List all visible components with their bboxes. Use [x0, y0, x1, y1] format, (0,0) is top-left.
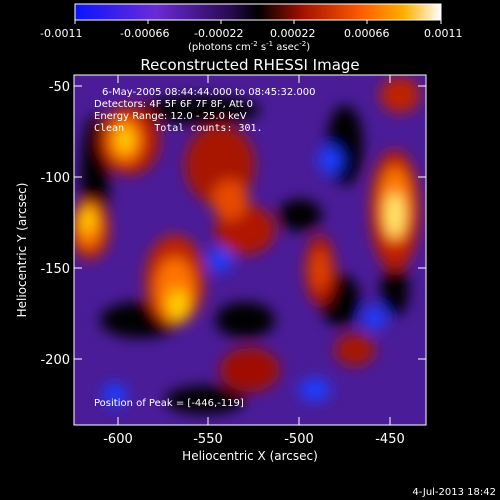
- y-tick-label: -200: [40, 353, 70, 368]
- axis-ticks: [74, 75, 426, 425]
- x-tick-label: -500: [284, 432, 314, 447]
- x-tick-label: -600: [103, 432, 133, 447]
- colorbar-ticks: [74, 20, 442, 24]
- timestamp: 4-Jul-2013 18:42: [412, 487, 496, 498]
- y-tick-label: -150: [40, 262, 70, 277]
- colorbar-gradient: [74, 3, 442, 21]
- y-tick-label: -50: [49, 80, 70, 95]
- y-tick-label: -100: [40, 171, 70, 186]
- colorbar-tick-label: -0.0011: [40, 27, 82, 40]
- colorbar: -0.0011 -0.00066 -0.00022 0.00022 0.0006…: [40, 3, 463, 53]
- plot-frame: [73, 74, 427, 426]
- colorbar-unit-label: (photons cm-2 s-1 asec-2): [188, 40, 310, 53]
- colorbar-tick-label: 0.00022: [270, 27, 316, 40]
- x-tick-label: -450: [375, 432, 405, 447]
- colorbar-tick-label: 0.00066: [344, 27, 390, 40]
- detectors-text: Detectors: 4F 5F 6F 7F 8F, Att 0: [94, 99, 253, 110]
- y-axis-label: Heliocentric Y (arcsec): [15, 183, 29, 318]
- plot-title: Reconstructed RHESSI Image: [140, 56, 359, 74]
- colorbar-tick-label: -0.00066: [120, 27, 169, 40]
- colorbar-tick-label: -0.00022: [194, 27, 243, 40]
- rhessi-image: [74, 75, 426, 425]
- time-range-text: 6-May-2005 08:44:44.000 to 08:45:32.000: [102, 87, 315, 98]
- peak-position-text: Position of Peak = [-446,-119]: [94, 398, 244, 409]
- x-tick-label: -550: [193, 432, 223, 447]
- energy-range-text: Energy Range: 12.0 - 25.0 keV: [94, 111, 247, 122]
- x-axis-label: Heliocentric X (arcsec): [182, 449, 318, 463]
- colorbar-tick-label: 0.0011: [424, 27, 463, 40]
- clean-total-counts-text: Clean Total counts: 301.: [94, 123, 263, 134]
